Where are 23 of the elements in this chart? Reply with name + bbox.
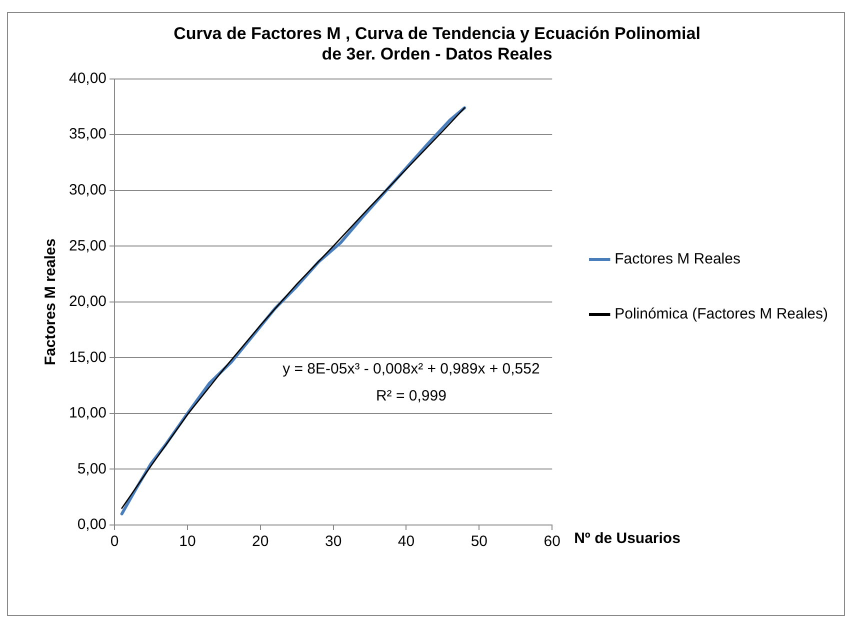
- x-tick-label: 0: [110, 533, 119, 550]
- x-tick-label: 20: [252, 533, 269, 550]
- annotation: R² = 0,999: [376, 387, 446, 404]
- x-tick-label: 60: [544, 533, 560, 550]
- y-tick-label: 35,00: [68, 126, 107, 143]
- y-tick-label: 20,00: [68, 293, 107, 310]
- y-tick-label: 0,00: [77, 516, 107, 534]
- x-tick-label: 10: [179, 533, 196, 550]
- y-tick-label: 15,00: [68, 348, 107, 366]
- y-tick-label: 25,00: [68, 237, 107, 254]
- x-tick-label: 40: [398, 533, 415, 550]
- y-axis-title: Factores M reales: [42, 238, 60, 366]
- x-axis-title: Nº de Usuarios: [574, 530, 680, 548]
- legend-label: Factores M Reales: [614, 250, 740, 268]
- y-tick-label: 10,00: [68, 404, 107, 422]
- chart-title: Curva de Factores M , Curva de Tendencia y Ecuación Polinomial de 3er. Orden - Datos Reales: [174, 24, 700, 64]
- x-tick-label: 30: [324, 533, 342, 550]
- y-tick-label: 5,00: [77, 460, 107, 478]
- y-tick-label: 30,00: [68, 181, 107, 198]
- legend-label: Polinómica (Factores M Reales): [614, 306, 828, 323]
- y-tick-label: 40,00: [68, 70, 107, 87]
- x-tick-label: 50: [470, 533, 488, 550]
- annotation: y = 8E-05x³ - 0,008x² + 0,989x + 0,552: [282, 360, 540, 378]
